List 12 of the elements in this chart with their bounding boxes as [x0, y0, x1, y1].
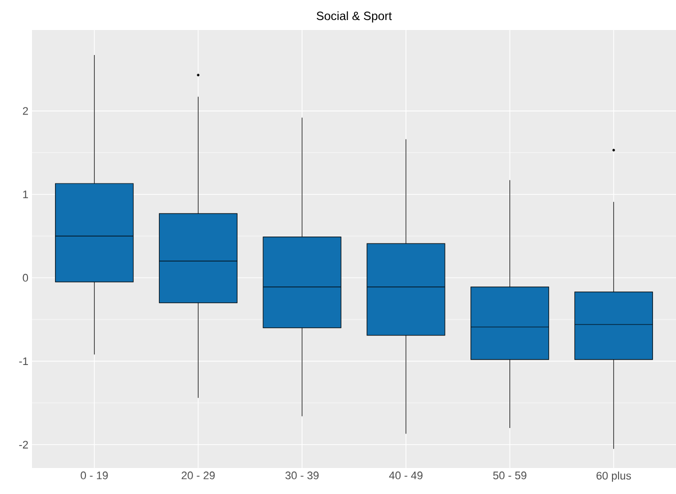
y-tick-label: -1 — [19, 357, 28, 365]
x-tick-label: 20 - 29 — [182, 472, 215, 480]
y-tick-label: -2 — [19, 440, 28, 448]
x-tick-label: 50 - 59 — [493, 472, 526, 480]
x-tick-label: 60 plus — [596, 472, 631, 482]
y-tick-label: 1 — [23, 190, 28, 198]
x-tick-label: 0 - 19 — [80, 472, 108, 480]
chart-title: Social & Sport — [316, 11, 392, 22]
x-tick-label: 30 - 39 — [285, 472, 319, 480]
y-tick-label: 0 — [22, 274, 28, 282]
y-tick-label: 2 — [22, 107, 28, 115]
x-tick-label: 40 - 49 — [389, 472, 422, 480]
